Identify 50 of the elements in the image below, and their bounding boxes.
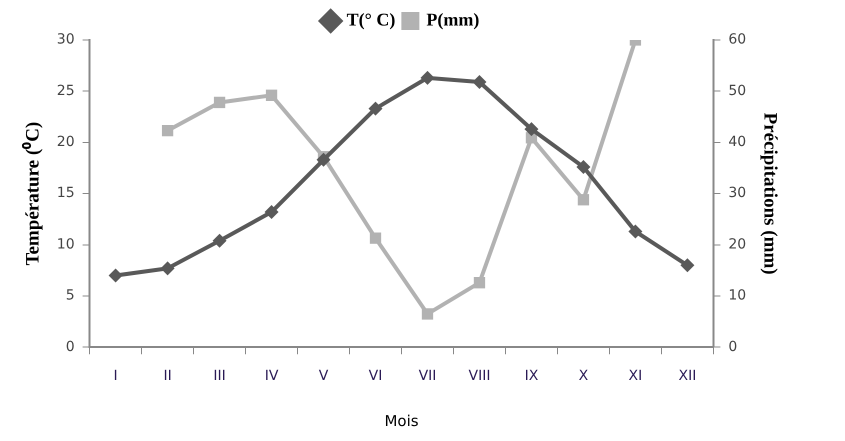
point	[524, 122, 538, 136]
point	[266, 90, 278, 101]
y2-tick-label: 60	[728, 32, 746, 48]
y2-tick-label: 40	[728, 134, 746, 150]
point	[214, 96, 226, 108]
point	[212, 234, 227, 248]
x-tick-label: VIII	[468, 368, 490, 384]
x-tick-label: X	[578, 368, 589, 384]
y-axis-title: Température (⁰C)	[21, 122, 44, 266]
x-tick-label: VI	[368, 368, 382, 384]
y-tick-label: 30	[56, 32, 75, 48]
x-tick-label: V	[318, 368, 329, 384]
legend-label: T(° C)	[346, 10, 396, 30]
x-tick-label: XII	[678, 368, 696, 384]
x-tick-label: II	[163, 368, 172, 384]
y-tick-label: 15	[56, 185, 75, 202]
y2-tick-label: 50	[728, 82, 746, 99]
y-tick-label: 25	[56, 82, 75, 99]
y2-tick-label: 0	[728, 338, 738, 355]
x-tick-label: III	[213, 368, 226, 384]
point	[162, 124, 174, 136]
x-tick-label: IX	[524, 368, 539, 384]
x-tick-label: IV	[264, 368, 279, 384]
point	[316, 152, 331, 167]
y2-tick-label: 20	[728, 236, 746, 252]
point	[472, 74, 486, 89]
point	[576, 160, 590, 174]
y2-axis-title: Précipitations (mm)	[760, 112, 781, 275]
point	[422, 308, 434, 320]
point	[370, 232, 382, 244]
point	[108, 268, 123, 283]
x-tick-label: XI	[628, 368, 642, 384]
y-tick-label: 5	[66, 288, 75, 304]
point	[264, 205, 279, 220]
y-tick-label: 20	[56, 134, 75, 150]
point	[680, 258, 694, 272]
x-axis-title: Mois	[384, 412, 419, 430]
point	[160, 261, 175, 276]
legend-label: P(mm)	[426, 10, 480, 30]
y-tick-label: 0	[66, 338, 75, 355]
point	[474, 277, 486, 288]
y-tick-label: 10	[56, 236, 75, 252]
point	[578, 194, 590, 206]
x-tick-label: VII	[418, 368, 436, 384]
point	[628, 224, 642, 238]
x-tick-label: I	[114, 368, 118, 384]
y2-tick-label: 30	[728, 185, 746, 202]
point	[368, 102, 383, 116]
y2-tick-label: 10	[728, 288, 746, 304]
point	[420, 70, 434, 85]
